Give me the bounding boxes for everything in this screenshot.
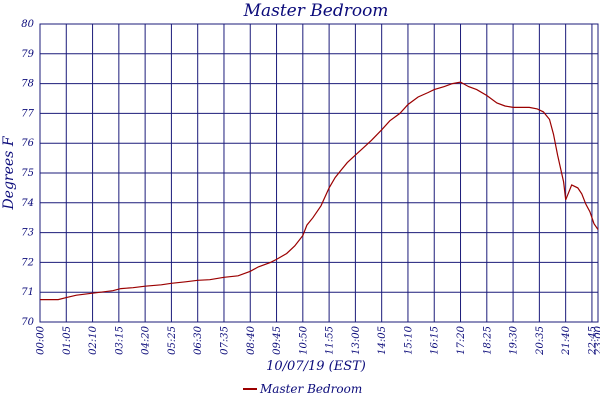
x-tick-label: 05:25 [167, 326, 178, 355]
x-tick-label: 17:20 [456, 325, 467, 354]
x-tick-label: 00:00 [36, 325, 47, 354]
y-tick-label: 78 [21, 79, 34, 90]
x-tick-label: 09:45 [272, 326, 283, 355]
y-tick-label: 79 [21, 49, 34, 60]
x-axis-label: 10/07/19 (EST) [266, 359, 366, 374]
x-tick-labels: 00:00 01:05 02:10 03:15 04:20 05:25 06:30 07:35… [36, 325, 600, 355]
y-tick-label: 80 [21, 19, 34, 30]
y-tick-label: 77 [21, 108, 34, 119]
y-tick-label: 76 [21, 138, 34, 149]
x-tick-label: 01:05 [62, 326, 73, 355]
x-tick-label: 21:40 [561, 325, 572, 355]
x-tick-label: 23:00 [594, 325, 600, 355]
x-tick-label: 19:30 [509, 325, 520, 354]
x-tick-label: 20:35 [535, 326, 546, 356]
x-tick-label: 04:20 [141, 325, 152, 354]
x-tick-label: 14:05 [377, 326, 388, 355]
chart-title: Master Bedroom [243, 1, 389, 21]
legend-label: Master Bedroom [259, 382, 362, 396]
y-tick-label: 73 [21, 228, 34, 239]
y-tick-label: 72 [21, 257, 34, 268]
grid-lines [39, 23, 599, 323]
x-tick-label: 16:15 [430, 326, 441, 355]
y-tick-label: 75 [21, 168, 34, 179]
x-tick-label: 02:10 [88, 325, 99, 354]
x-tick-label: 15:10 [403, 325, 414, 354]
x-tick-label: 11:55 [325, 326, 336, 355]
x-tick-label: 03:15 [114, 326, 125, 355]
y-axis-label: Degrees F [1, 135, 17, 210]
y-tick-label: 70 [21, 317, 34, 328]
x-tick-label: 06:30 [193, 325, 204, 354]
y-tick-label: 74 [21, 198, 34, 209]
x-tick-label: 08:40 [246, 325, 257, 354]
series-line-master-bedroom [40, 81, 599, 301]
x-tick-label: 13:00 [351, 325, 362, 354]
x-tick-label: 10:50 [298, 325, 309, 354]
x-tick-label: 18:25 [482, 326, 493, 355]
y-tick-label: 71 [21, 287, 34, 298]
x-tick-label: 22:45 [587, 326, 598, 356]
y-tick-labels: 70 71 72 73 74 75 76 77 78 79 80 [21, 19, 34, 328]
x-tick-label: 07:35 [219, 326, 230, 355]
